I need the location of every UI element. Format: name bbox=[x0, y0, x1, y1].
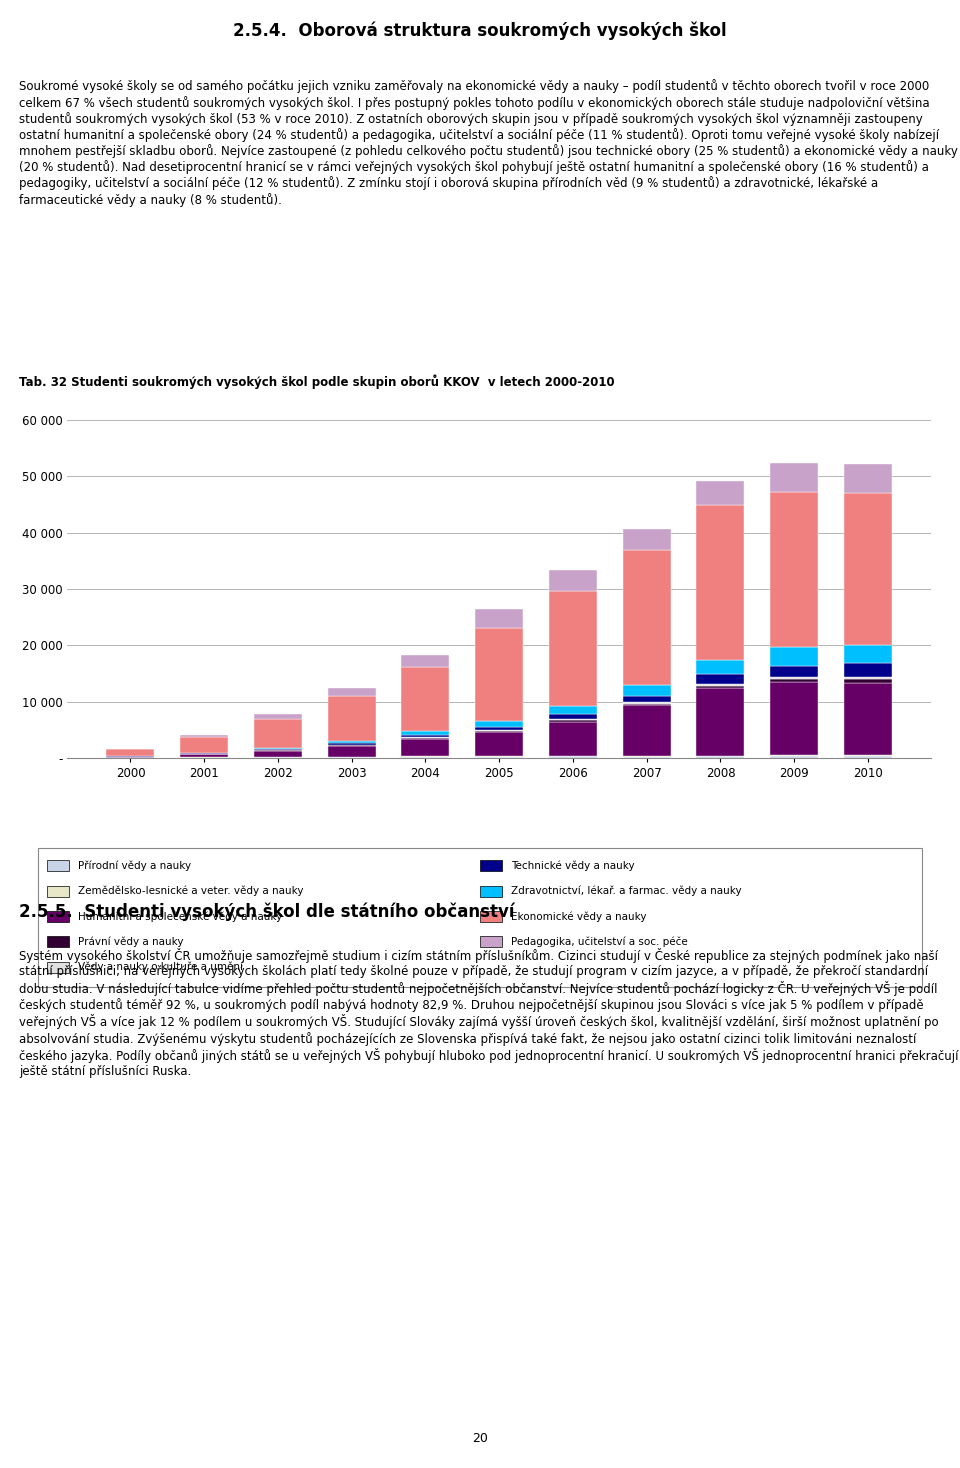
Bar bbox=[697, 684, 744, 686]
FancyBboxPatch shape bbox=[480, 937, 502, 947]
Bar bbox=[475, 727, 523, 730]
Bar bbox=[844, 677, 892, 680]
Bar bbox=[770, 680, 818, 683]
Bar bbox=[549, 713, 597, 719]
Bar bbox=[549, 706, 597, 713]
FancyBboxPatch shape bbox=[47, 962, 69, 973]
Bar bbox=[549, 756, 597, 757]
Bar bbox=[770, 462, 818, 492]
Bar bbox=[475, 733, 523, 756]
Bar bbox=[844, 644, 892, 664]
FancyBboxPatch shape bbox=[47, 860, 69, 872]
FancyBboxPatch shape bbox=[47, 885, 69, 897]
Text: Právní vědy a nauky: Právní vědy a nauky bbox=[78, 937, 183, 947]
Bar bbox=[697, 659, 744, 674]
Bar bbox=[401, 666, 449, 731]
Text: Vědy a nauky o kultuře a umění: Vědy a nauky o kultuře a umění bbox=[78, 962, 243, 972]
Bar bbox=[401, 655, 449, 666]
Bar bbox=[770, 647, 818, 665]
Bar bbox=[107, 750, 155, 756]
Bar bbox=[770, 665, 818, 677]
Bar bbox=[327, 741, 375, 743]
Bar bbox=[844, 683, 892, 755]
Bar bbox=[844, 680, 892, 683]
Bar bbox=[623, 686, 671, 696]
Text: Humanitní a společenské vědy a nauky: Humanitní a společenské vědy a nauky bbox=[78, 912, 282, 922]
Bar bbox=[697, 756, 744, 757]
FancyBboxPatch shape bbox=[480, 910, 502, 922]
Bar bbox=[549, 570, 597, 592]
Bar bbox=[401, 734, 449, 737]
Bar bbox=[549, 722, 597, 756]
Bar bbox=[549, 719, 597, 721]
Bar bbox=[770, 677, 818, 680]
Bar bbox=[770, 492, 818, 647]
Bar bbox=[180, 755, 228, 757]
Text: Přírodní vědy a nauky: Přírodní vědy a nauky bbox=[78, 860, 191, 871]
Text: Pedagogika, učitelství a soc. péče: Pedagogika, učitelství a soc. péče bbox=[511, 937, 687, 947]
Text: Ekonomické vědy a nauky: Ekonomické vědy a nauky bbox=[511, 912, 646, 922]
FancyBboxPatch shape bbox=[47, 910, 69, 922]
Bar bbox=[475, 628, 523, 721]
Bar bbox=[697, 674, 744, 684]
Bar bbox=[844, 493, 892, 644]
Bar bbox=[254, 715, 301, 719]
Text: Zemědělsko-lesnické a veter. vědy a nauky: Zemědělsko-lesnické a veter. vědy a nauk… bbox=[78, 885, 303, 897]
Bar bbox=[844, 664, 892, 677]
Bar bbox=[623, 706, 671, 756]
Bar bbox=[697, 505, 744, 659]
Bar bbox=[327, 696, 375, 741]
Bar bbox=[770, 756, 818, 757]
Bar bbox=[623, 528, 671, 550]
Bar bbox=[327, 746, 375, 756]
Text: 20: 20 bbox=[472, 1433, 488, 1445]
Bar bbox=[401, 731, 449, 734]
Bar bbox=[254, 750, 301, 757]
FancyBboxPatch shape bbox=[47, 937, 69, 947]
Bar bbox=[844, 756, 892, 757]
Bar bbox=[475, 609, 523, 628]
Bar bbox=[254, 719, 301, 749]
Bar bbox=[327, 687, 375, 696]
FancyBboxPatch shape bbox=[480, 860, 502, 872]
Bar bbox=[697, 686, 744, 688]
Bar bbox=[770, 683, 818, 755]
Text: Tab. 32 Studenti soukromých vysokých škol podle skupin oborů KKOV  v letech 2000: Tab. 32 Studenti soukromých vysokých ško… bbox=[19, 374, 614, 389]
Bar bbox=[180, 737, 228, 753]
Bar bbox=[844, 464, 892, 493]
Bar bbox=[475, 721, 523, 727]
Bar bbox=[623, 702, 671, 703]
Text: Zdravotnictví, lékař. a farmac. vědy a nauky: Zdravotnictví, lékař. a farmac. vědy a n… bbox=[511, 885, 741, 897]
Bar bbox=[180, 735, 228, 737]
FancyBboxPatch shape bbox=[480, 885, 502, 897]
Bar bbox=[623, 550, 671, 686]
Text: Technické vědy a nauky: Technické vědy a nauky bbox=[511, 860, 635, 871]
Text: Systém vysokého školství ČR umožňuje samozřejmě studium i cizím státním příslušn: Systém vysokého školství ČR umožňuje sam… bbox=[19, 948, 959, 1078]
Text: 2.5.4.  Oborová struktura soukromých vysokých škol: 2.5.4. Oborová struktura soukromých vyso… bbox=[233, 22, 727, 41]
Text: 2.5.5.  Studenti vysokých škol dle státního občanství: 2.5.5. Studenti vysokých škol dle státní… bbox=[19, 903, 515, 922]
Text: Soukromé vysoké školy se od samého počátku jejich vzniku zaměřovaly na ekonomick: Soukromé vysoké školy se od samého počát… bbox=[19, 79, 958, 207]
Bar bbox=[697, 688, 744, 756]
Bar bbox=[697, 482, 744, 505]
Bar bbox=[549, 592, 597, 706]
Bar bbox=[623, 696, 671, 702]
FancyBboxPatch shape bbox=[38, 849, 922, 988]
Bar bbox=[401, 738, 449, 756]
Bar bbox=[623, 703, 671, 706]
